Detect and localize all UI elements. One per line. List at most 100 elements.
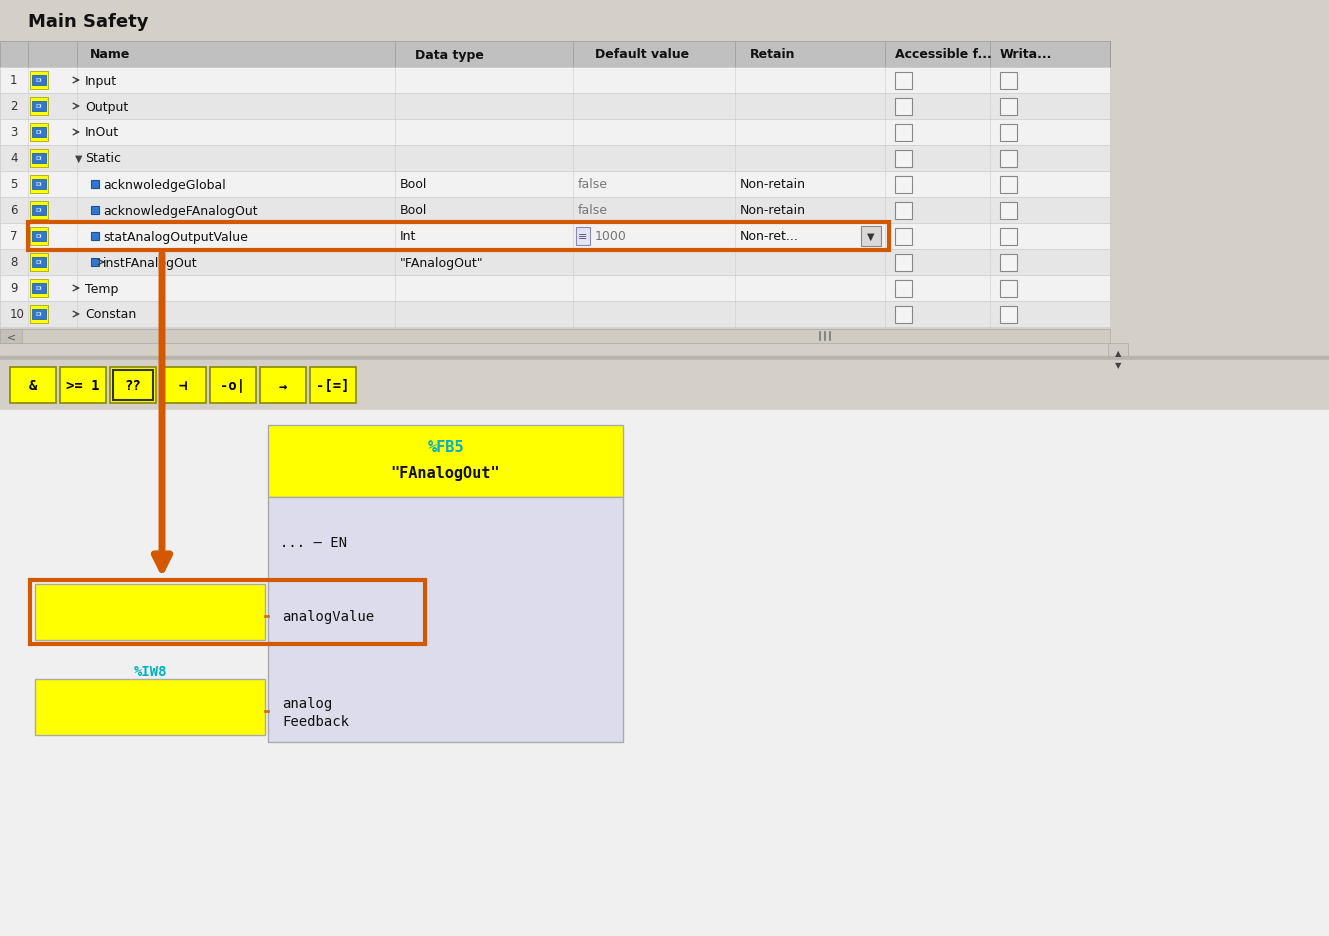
Text: -o|: -o| bbox=[221, 378, 246, 392]
Bar bbox=[1108, 344, 1128, 373]
Bar bbox=[0, 411, 1329, 936]
Text: -[=]: -[=] bbox=[316, 378, 350, 392]
Text: 1000: 1000 bbox=[595, 230, 627, 243]
Bar bbox=[894, 228, 912, 246]
Text: 6: 6 bbox=[11, 204, 17, 217]
Text: →: → bbox=[279, 378, 287, 392]
Bar bbox=[31, 280, 48, 298]
Text: ▼: ▼ bbox=[74, 154, 82, 164]
Text: DI: DI bbox=[36, 105, 43, 110]
Text: DI: DI bbox=[36, 260, 43, 265]
Bar bbox=[894, 99, 912, 116]
Text: DI: DI bbox=[36, 79, 43, 83]
Text: Non-retain: Non-retain bbox=[740, 204, 805, 217]
Bar bbox=[0, 94, 1110, 120]
Text: DI: DI bbox=[36, 209, 43, 213]
Text: Main Safety: Main Safety bbox=[28, 13, 149, 31]
Text: 10: 10 bbox=[11, 308, 25, 321]
Text: InOut: InOut bbox=[85, 126, 120, 139]
Bar bbox=[0, 329, 1110, 344]
Bar bbox=[260, 368, 306, 403]
Bar bbox=[32, 206, 47, 216]
Bar bbox=[31, 176, 48, 194]
Bar bbox=[575, 227, 590, 246]
Text: DI: DI bbox=[36, 286, 43, 291]
Bar bbox=[0, 146, 1110, 172]
Text: ▼: ▼ bbox=[1115, 361, 1122, 370]
Text: 4: 4 bbox=[11, 153, 17, 166]
Text: Non-retain: Non-retain bbox=[740, 179, 805, 191]
Bar bbox=[32, 232, 47, 241]
Text: 8: 8 bbox=[11, 256, 17, 270]
Bar bbox=[31, 124, 48, 142]
Bar bbox=[0, 276, 1110, 301]
Bar bbox=[90, 258, 98, 267]
Text: %FB5: %FB5 bbox=[427, 440, 464, 455]
Bar bbox=[31, 150, 48, 168]
Bar bbox=[0, 224, 1110, 250]
Text: 2: 2 bbox=[11, 100, 17, 113]
Bar bbox=[31, 580, 425, 644]
Bar bbox=[999, 228, 1017, 246]
Bar bbox=[159, 368, 206, 403]
Bar bbox=[310, 368, 356, 403]
Text: Default value: Default value bbox=[595, 49, 690, 62]
Text: Feedback": Feedback" bbox=[113, 716, 187, 730]
Bar bbox=[0, 250, 1110, 276]
Bar bbox=[0, 301, 1110, 328]
Bar bbox=[999, 203, 1017, 220]
Bar bbox=[31, 72, 48, 90]
Text: "FAnalogOut": "FAnalogOut" bbox=[400, 256, 484, 270]
Bar bbox=[31, 227, 48, 246]
Bar bbox=[35, 680, 264, 735]
Text: <: < bbox=[7, 331, 16, 342]
Bar bbox=[894, 203, 912, 220]
Bar bbox=[999, 99, 1017, 116]
Text: ▲: ▲ bbox=[1115, 349, 1122, 358]
Text: ??: ?? bbox=[125, 378, 141, 392]
Text: 9: 9 bbox=[11, 282, 17, 295]
Text: 3: 3 bbox=[11, 126, 17, 139]
Bar bbox=[268, 497, 623, 742]
Bar bbox=[0, 360, 1329, 411]
Bar bbox=[999, 177, 1017, 194]
Bar bbox=[999, 307, 1017, 324]
Text: &: & bbox=[29, 378, 37, 392]
Text: Bool: Bool bbox=[400, 179, 428, 191]
Text: DI: DI bbox=[36, 156, 43, 161]
Bar bbox=[0, 329, 23, 344]
Text: Output: Output bbox=[85, 100, 129, 113]
Bar bbox=[894, 124, 912, 142]
Text: 5: 5 bbox=[11, 179, 17, 191]
Bar bbox=[0, 42, 1110, 68]
Text: DI: DI bbox=[36, 234, 43, 240]
Text: ▼: ▼ bbox=[868, 232, 874, 241]
Bar bbox=[894, 177, 912, 194]
Bar bbox=[32, 284, 47, 294]
Bar bbox=[0, 68, 1110, 94]
Bar bbox=[31, 98, 48, 116]
Text: false: false bbox=[578, 179, 607, 191]
Bar bbox=[110, 368, 155, 403]
Bar bbox=[0, 172, 1110, 197]
Text: statAnalogOutputValue: statAnalogOutputValue bbox=[104, 230, 249, 243]
Bar bbox=[32, 76, 47, 86]
Bar bbox=[894, 255, 912, 271]
Text: Temp: Temp bbox=[85, 282, 118, 295]
Bar bbox=[31, 202, 48, 220]
Text: Int: Int bbox=[400, 230, 416, 243]
Text: "FAnalogOut": "FAnalogOut" bbox=[391, 466, 500, 481]
Bar bbox=[60, 368, 106, 403]
Bar bbox=[0, 120, 1110, 146]
Text: instFAnalogOut: instFAnalogOut bbox=[104, 256, 198, 270]
Bar bbox=[32, 102, 47, 112]
Bar bbox=[31, 254, 48, 271]
Text: >= 1: >= 1 bbox=[66, 378, 100, 392]
Bar bbox=[999, 151, 1017, 168]
Text: OutputValue: OutputValue bbox=[104, 622, 197, 636]
Text: DI: DI bbox=[36, 313, 43, 317]
Bar bbox=[35, 584, 264, 640]
Text: Bool: Bool bbox=[400, 204, 428, 217]
Bar bbox=[999, 73, 1017, 90]
Text: DI: DI bbox=[36, 183, 43, 187]
